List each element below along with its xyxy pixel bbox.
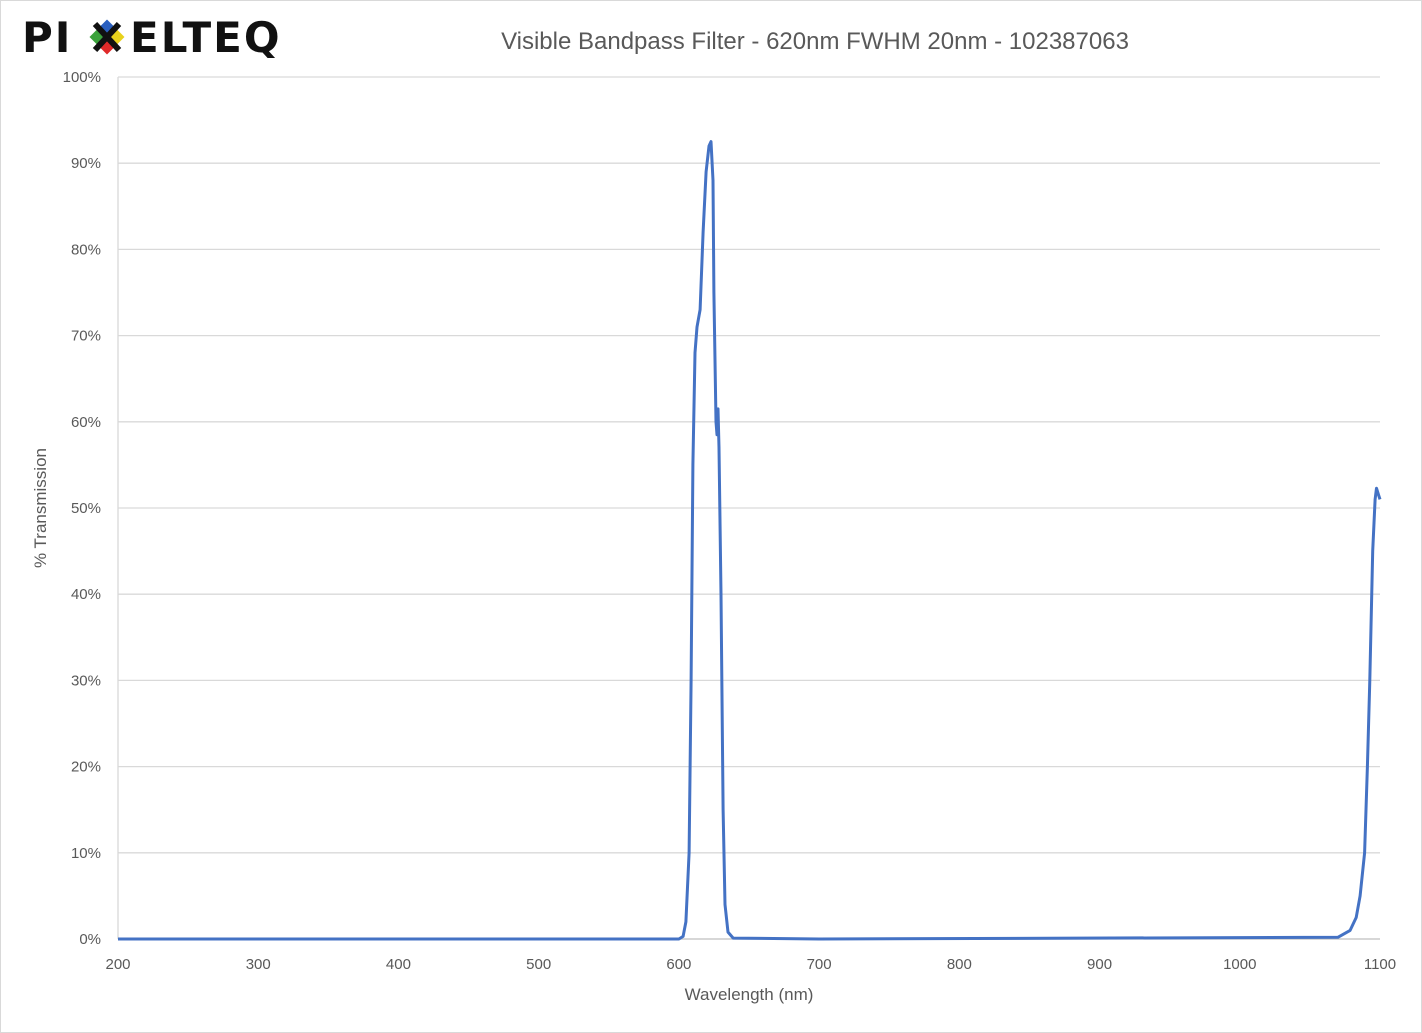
chart-title: Visible Bandpass Filter - 620nm FWHM 20n… [501,28,1129,55]
x-tick-label: 400 [386,956,411,973]
x-tick-label: 300 [246,956,271,973]
logo-x-mark [92,21,122,53]
y-tick-label: 90% [71,155,101,172]
x-tick-label: 1100 [1364,956,1396,973]
series-line [118,140,1382,941]
y-tick-label: 40% [71,586,101,603]
logo-text-elteq: ELTEQ [130,13,282,62]
x-tick-label: 200 [105,956,130,973]
x-tick-label: 700 [807,956,832,973]
x-axis-label: Wavelength (nm) [685,985,814,1004]
y-tick-label: 10% [71,845,101,862]
y-tick-label: 20% [71,759,101,776]
y-tick-label: 80% [71,241,101,258]
y-tick-label: 70% [71,328,101,345]
x-tick-label: 600 [666,956,691,973]
pixelteq-logo: PI ELTEQ [22,13,282,62]
y-tick-label: 50% [71,500,101,517]
x-tick-label: 500 [526,956,551,973]
y-tick-label: 30% [71,672,101,689]
y-tick-label: 100% [63,69,101,86]
x-tick-label: 1000 [1223,956,1256,973]
y-tick-label: 60% [71,414,101,431]
y-tick-label: 0% [79,931,101,948]
logo-diamond-icon [89,19,125,55]
x-tick-label: 900 [1087,956,1112,973]
y-axis-label: % Transmission [31,448,50,568]
x-tick-label: 800 [947,956,972,973]
logo-text-pi: PI [22,13,72,62]
